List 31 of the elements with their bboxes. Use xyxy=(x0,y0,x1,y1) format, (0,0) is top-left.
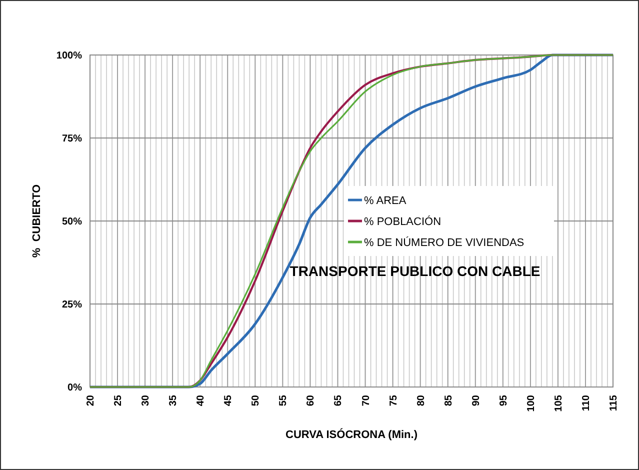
y-tick-label: 25% xyxy=(62,300,82,310)
legend-label: % AREA xyxy=(364,194,407,207)
x-tick-label: 85 xyxy=(443,394,454,406)
x-tick-label: 100 xyxy=(526,394,537,412)
x-tick-label: 25 xyxy=(113,394,124,406)
x-tick-label: 95 xyxy=(498,394,510,406)
x-tick-label: 105 xyxy=(553,394,564,412)
x-tick-label: 50 xyxy=(250,394,262,406)
x-tick-label: 45 xyxy=(223,394,234,406)
x-tick-label: 40 xyxy=(196,394,207,406)
y-axis-title: % CUBIERTO xyxy=(31,184,43,258)
legend-label: % DE NÚMERO DE VIVIENDAS xyxy=(364,236,524,249)
x-tick-label: 60 xyxy=(306,394,317,406)
y-tick-label: 0% xyxy=(68,382,82,394)
x-tick-label: 65 xyxy=(333,394,344,406)
y-tick-label: 100% xyxy=(56,50,82,62)
x-tick-label: 70 xyxy=(360,394,372,406)
x-tick-label: 55 xyxy=(278,394,290,406)
x-tick-label: 115 xyxy=(608,394,620,412)
y-tick-label: 50% xyxy=(62,216,82,228)
x-axis-title: CURVA ISÓCRONA (Min.) xyxy=(286,428,418,441)
x-tick-label: 80 xyxy=(416,394,427,406)
x-tick-label: 35 xyxy=(168,394,180,406)
x-tick-label: 90 xyxy=(470,394,482,406)
x-tick-label: 110 xyxy=(580,394,592,412)
x-tick-label: 20 xyxy=(86,394,96,406)
y-tick-label: 75% xyxy=(62,134,82,144)
legend-label: % POBLACIÓN xyxy=(364,214,442,228)
text: TRANSPORTE PUBLICO CON CABLE xyxy=(290,263,540,279)
x-tick-label: 75 xyxy=(388,394,400,406)
x-tick-label: 30 xyxy=(140,394,152,406)
